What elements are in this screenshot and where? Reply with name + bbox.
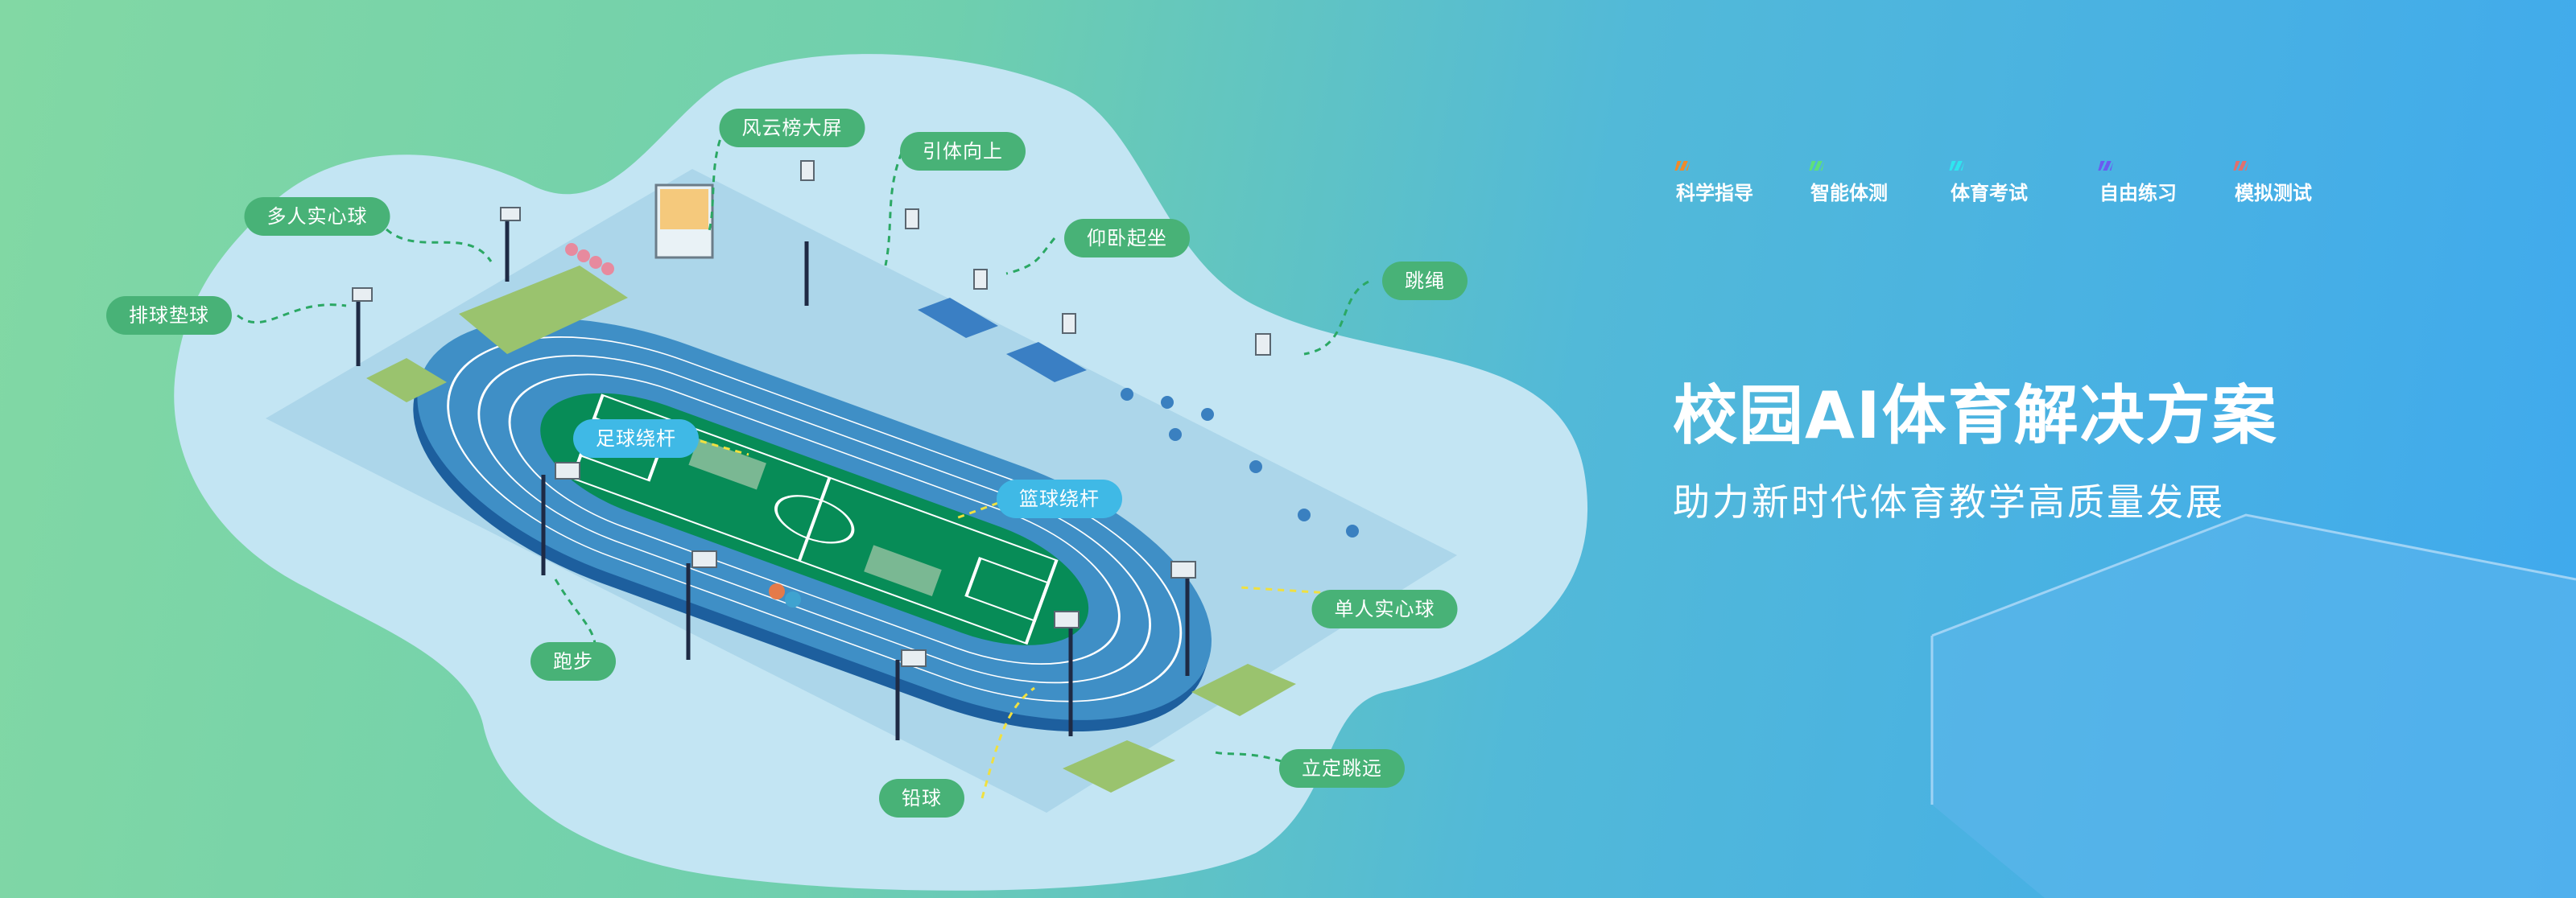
- label-single-medicine-ball[interactable]: 单人实心球: [1311, 590, 1458, 628]
- indoor-room: [1932, 515, 2576, 898]
- leaderboard-display: [660, 189, 708, 229]
- label-standing-long-jump[interactable]: 立定跳远: [1279, 749, 1405, 788]
- nav-item-label: 体育考试: [1951, 182, 2028, 204]
- medicine-ball-lane: [459, 266, 628, 354]
- label-football-dribble[interactable]: 足球绕杆: [573, 419, 699, 458]
- hero-title: 校园AI体育解决方案: [1673, 378, 2278, 453]
- label-leaderboard-screen[interactable]: 风云榜大屏: [719, 109, 865, 147]
- nav-item-science-guidance[interactable]: 科学指导: [1674, 161, 1753, 205]
- quote-mark-icon: [1674, 161, 1690, 171]
- label-running[interactable]: 跑步: [530, 642, 616, 681]
- nav-item-mock-test[interactable]: 模拟测试: [2233, 161, 2312, 205]
- quote-mark-icon: [2098, 161, 2114, 171]
- quote-mark-icon: [2233, 161, 2249, 171]
- volleyball-pad: [366, 358, 447, 402]
- jump-pad: [1063, 740, 1175, 793]
- label-multi-medicine-ball[interactable]: 多人实心球: [244, 197, 390, 236]
- nav-item-smart-test[interactable]: 智能体测: [1809, 161, 1888, 205]
- nav-item-label: 科学指导: [1676, 182, 1753, 204]
- nav-item-label: 模拟测试: [2235, 182, 2312, 204]
- situp-mat: [918, 298, 998, 338]
- quote-mark-icon: [1809, 161, 1825, 171]
- situp-mat: [1006, 342, 1087, 382]
- indoor-room-wall: [1930, 513, 2576, 805]
- label-basketball-dribble[interactable]: 篮球绕杆: [997, 480, 1122, 518]
- yellow-connectors: [700, 439, 1369, 799]
- students: [565, 243, 1359, 608]
- nav-item-free-practice[interactable]: 自由练习: [2098, 161, 2177, 205]
- nav-item-pe-exam[interactable]: 体育考试: [1949, 161, 2028, 205]
- nav-item-label: 智能体测: [1810, 182, 1888, 204]
- label-volleyball[interactable]: 排球垫球: [106, 296, 232, 335]
- label-situp[interactable]: 仰卧起坐: [1064, 219, 1190, 257]
- label-pullup[interactable]: 引体向上: [900, 132, 1026, 171]
- cameras: [352, 160, 1271, 667]
- label-jump-rope[interactable]: 跳绳: [1382, 262, 1468, 300]
- shot-pad: [1191, 664, 1296, 716]
- quote-mark-icon: [1949, 161, 1965, 171]
- nav-item-label: 自由练习: [2099, 182, 2177, 204]
- label-shot-put[interactable]: 铅球: [879, 779, 964, 818]
- camera-poles: [356, 217, 1190, 740]
- hero-subtitle: 助力新时代体育教学高质量发展: [1673, 480, 2225, 524]
